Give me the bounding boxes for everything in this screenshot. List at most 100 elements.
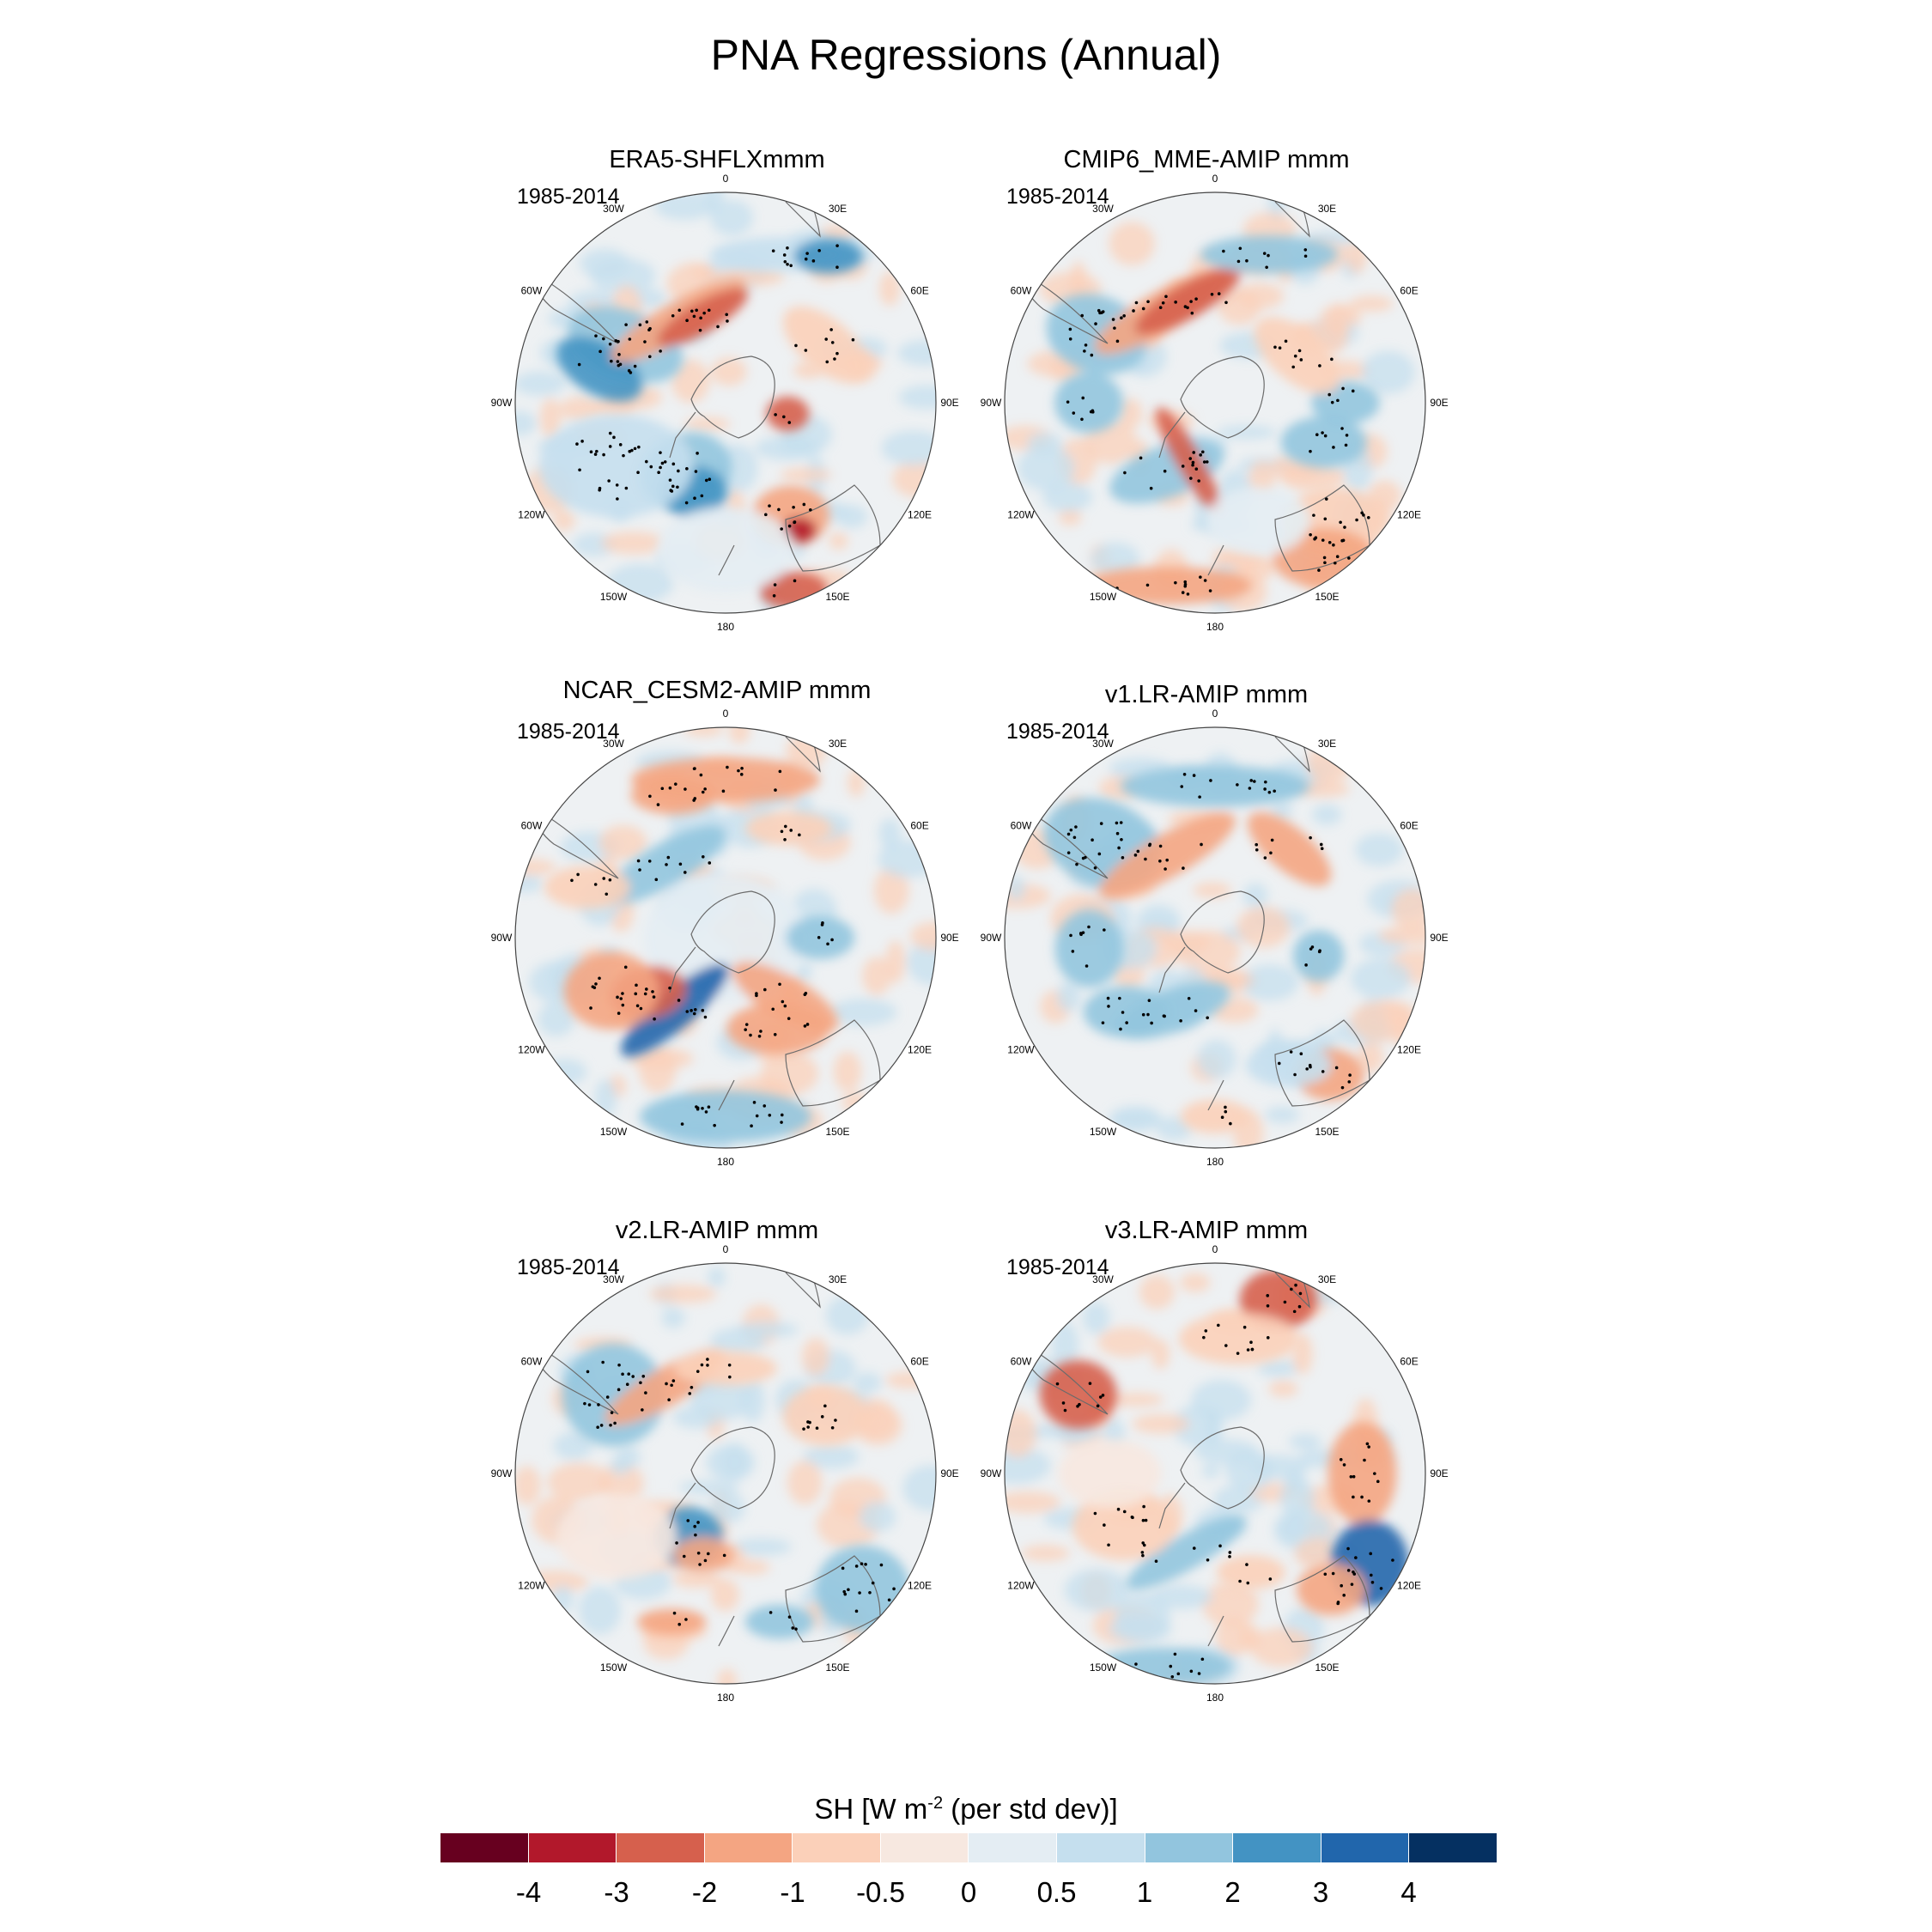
stipple-dot [1245, 258, 1249, 263]
stipple-dot [639, 1006, 643, 1011]
longitude-label: 60W [521, 1356, 543, 1368]
anomaly-blobs [538, 237, 869, 610]
longitude-label: 90W [981, 932, 1002, 944]
stipple-dot [639, 1381, 642, 1385]
stipple-dot [1309, 1065, 1312, 1069]
stipple-dot [860, 1562, 864, 1565]
stipple-dot [815, 1426, 819, 1431]
stipple-dot [1072, 411, 1076, 415]
stipple-dot [1352, 1495, 1355, 1499]
longitude-label: 0 [723, 173, 729, 185]
stipple-dot [1130, 1674, 1133, 1677]
stipple-dot [1084, 964, 1089, 968]
stipple-dot [1312, 513, 1315, 517]
field-patch [710, 199, 754, 236]
stipple-dot [614, 338, 618, 343]
stipple-dot [1273, 345, 1277, 349]
period-label: 1985-2014 [1006, 720, 1109, 744]
stipple-dot [671, 313, 675, 318]
stipple-dot [1192, 774, 1196, 777]
stipple-dot [682, 1554, 686, 1558]
longitude-label: 150E [825, 591, 849, 603]
stipple-dot [1134, 1662, 1138, 1666]
field-patch [885, 1371, 933, 1389]
field-patch [1218, 288, 1261, 325]
longitude-label: 30E [1318, 1273, 1336, 1285]
field-patch [1005, 1409, 1036, 1458]
map-panel-v1: v1.LR-AMIP mmm 1985-2014 0 30E 60E 90E 120E 1… [966, 677, 1449, 1168]
stipple-dot [1336, 1601, 1340, 1606]
field-patch [592, 396, 636, 418]
field-patch [780, 467, 832, 483]
stipple-dot [1190, 311, 1194, 315]
stipple-dot [1163, 469, 1167, 473]
stipple-dot [750, 1124, 753, 1127]
stipple-dot [1066, 832, 1071, 836]
colorbar-tick-label: 2 [1224, 1876, 1241, 1908]
field-patch [1082, 1301, 1110, 1334]
stipple-dot [1119, 1027, 1122, 1031]
field-patch [1027, 432, 1063, 455]
stipple-dot [696, 1521, 700, 1524]
stipple-dot [653, 1017, 656, 1021]
anomaly-blob [1099, 812, 1236, 899]
stipple-dot [1284, 339, 1288, 343]
anomaly-blobs [544, 757, 855, 1143]
stipple-dot [693, 496, 696, 501]
stipple-dot [1081, 856, 1085, 860]
stipple-dot [1315, 433, 1319, 437]
field-patch [1114, 1109, 1157, 1127]
antarctic-peninsula [1158, 1482, 1186, 1529]
stipple-dot [1327, 392, 1332, 397]
stipple-dot [1141, 307, 1145, 311]
longitude-label: 180 [1206, 1156, 1224, 1168]
stipple-dot [1391, 1558, 1394, 1562]
stipple-dot [647, 328, 651, 332]
stipple-dot [780, 527, 783, 531]
anomaly-blob [1327, 1422, 1397, 1525]
stipple-dot [576, 872, 580, 877]
field-patch [835, 504, 868, 529]
stipple-dot [762, 1104, 767, 1108]
stipple-dot [783, 838, 787, 841]
field-patch [1311, 804, 1342, 825]
colorbar-tick-label: 0.5 [1036, 1876, 1077, 1908]
stipple-dot [575, 442, 579, 446]
stipple-dot [1170, 1674, 1175, 1679]
stipple-dot [835, 265, 839, 270]
stipple-dot [1113, 326, 1116, 330]
colorbar-tick-label: -3 [604, 1876, 629, 1908]
stipple-dot [1200, 450, 1205, 454]
map-panel-v2: v2.LR-AMIP mmm 1985-2014 0 30E 60E 90E 120E 1… [477, 1212, 959, 1704]
field-patch [1217, 425, 1277, 440]
field-patch [1197, 1039, 1236, 1079]
antarctic-peninsula [669, 946, 696, 993]
stipple-dot [1081, 396, 1085, 400]
field-patch [703, 192, 725, 213]
stipple-dot [1370, 1580, 1375, 1584]
stipple-dot [1376, 1479, 1380, 1484]
stipple-dot [1115, 821, 1119, 825]
stipple-dot [782, 253, 787, 257]
anomaly-blob [1245, 1043, 1332, 1087]
field-patch [598, 1462, 644, 1504]
stipple-dot [1141, 1518, 1145, 1522]
stipple-dot [1199, 453, 1202, 457]
anomaly-blob [1039, 1360, 1117, 1430]
field-patch [1355, 833, 1404, 867]
stipple-dot [635, 983, 638, 987]
stipple-dot [690, 1009, 693, 1012]
stipple-dot [1206, 1558, 1210, 1562]
anomaly-blob [1178, 1313, 1299, 1365]
anomaly-blob [657, 288, 749, 347]
polar-map: 0 30E 60E 90E 120E 150E 180 150W 120W 90W 60W 30W [491, 173, 959, 633]
field-patch [538, 1001, 575, 1037]
anomaly-blob [1280, 416, 1367, 469]
stipple-dot [706, 1358, 709, 1361]
stipple-dot [1133, 854, 1138, 857]
anomaly-blob [782, 306, 869, 384]
stipple-dot [589, 450, 593, 454]
longitude-label: 120E [1397, 509, 1421, 521]
stipple-dot [1273, 789, 1276, 793]
longitude-label: 150W [600, 591, 628, 603]
